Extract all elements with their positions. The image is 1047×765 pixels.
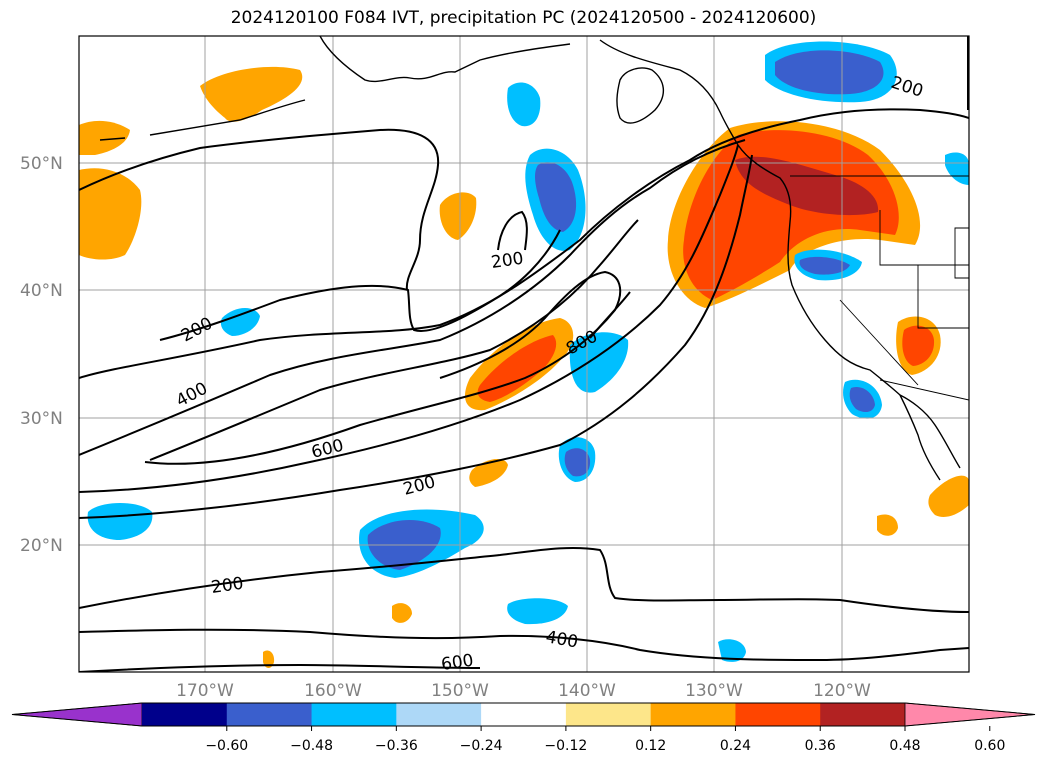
ivt-contours <box>79 36 969 672</box>
positive-anomaly-alaska <box>200 66 303 122</box>
negative-anomaly-small-4 <box>564 448 591 477</box>
coastlines <box>99 36 961 481</box>
positive-anomaly-west-edge <box>79 168 142 260</box>
lon-label-130w: 130°W <box>685 681 743 701</box>
lon-label-170w: 170°W <box>176 681 234 701</box>
lat-label-40n: 40°N <box>20 281 63 301</box>
negative-anomaly-ca-core <box>799 256 850 275</box>
lon-labels: 170°W 160°W 150°W 140°W 130°W 120°W <box>176 681 871 701</box>
colorbar-segment <box>565 703 652 726</box>
colorbar-tick-label: −0.36 <box>375 738 418 754</box>
positive-anomaly-small-5 <box>392 603 412 623</box>
lon-label-140w: 140°W <box>558 681 616 701</box>
colorbar-extend-high <box>904 702 1036 727</box>
lat-label-50n: 50°N <box>20 154 63 174</box>
negative-anomaly-small-1 <box>507 82 541 127</box>
map-panel: 200 200 200 400 600 800 200 200 400 600 <box>79 36 969 675</box>
positive-anomaly-small-3 <box>928 475 969 517</box>
colorbar-tick-label: −0.48 <box>290 738 333 754</box>
positive-anomaly-ar-core <box>477 335 557 402</box>
negative-anomaly-baja-core <box>849 386 875 413</box>
colorbar-tick-label: −0.60 <box>205 738 248 754</box>
lat-label-30n: 30°N <box>20 409 63 429</box>
positive-anomaly-small-6 <box>263 650 275 668</box>
colorbar-segment <box>820 703 906 726</box>
colorbar-tick-label: 0.60 <box>974 738 1005 754</box>
negative-anomaly-east <box>945 152 969 185</box>
colorbar-tick-label: 0.36 <box>805 738 836 754</box>
contour-label: 600 <box>440 651 475 675</box>
colorbar-tick-label: 0.24 <box>720 738 751 754</box>
lon-label-160w: 160°W <box>304 681 362 701</box>
colorbar-ticks: −0.60 −0.48 −0.36 −0.24 −0.12 0.12 0.24 0.36 0.4… <box>205 726 1005 754</box>
negative-anomaly-small-2 <box>569 332 629 393</box>
negative-anomaly-south <box>507 598 568 625</box>
colorbar-tick-label: 0.12 <box>635 738 666 754</box>
colorbar-tick-label: 0.48 <box>889 738 920 754</box>
colorbar-segment <box>650 703 736 726</box>
colorbar-tick-label: −0.24 <box>460 738 503 754</box>
colorbar-extend-low <box>11 702 143 727</box>
colorbar-segment <box>396 703 482 726</box>
map-title: 2024120100 F084 IVT, precipitation PC (2… <box>230 8 817 28</box>
graticule <box>79 36 969 672</box>
negative-anomaly-west <box>87 503 153 540</box>
map-frame <box>78 35 970 673</box>
negative-anomaly-small-5 <box>718 639 746 662</box>
contour-label: 200 <box>210 574 245 598</box>
negative-anomaly-north-core <box>775 50 884 95</box>
negative-anomaly-central-core <box>535 162 577 232</box>
borders <box>790 175 969 401</box>
colorbar-segment <box>735 703 821 726</box>
lon-label-150w: 150°W <box>431 681 489 701</box>
colorbar-segment <box>142 703 228 726</box>
lon-label-120w: 120°W <box>813 681 871 701</box>
positive-anomaly-west-edge-2 <box>79 120 130 155</box>
positive-anomaly-small-1 <box>439 192 477 240</box>
lat-labels: 50°N 40°N 30°N 20°N <box>20 154 63 556</box>
negative-anomaly-west-2 <box>220 307 260 336</box>
colorbar-segments <box>11 702 1036 727</box>
colorbar: −0.60 −0.48 −0.36 −0.24 −0.12 0.12 0.24 0.36 0.4… <box>11 702 1036 754</box>
positive-anomaly-socal-core <box>902 325 935 366</box>
colorbar-segment <box>311 703 397 726</box>
colorbar-tick-label: −0.12 <box>544 738 587 754</box>
colorbar-segment <box>226 703 313 726</box>
contour-label: 200 <box>490 249 525 273</box>
lat-label-20n: 20°N <box>20 536 63 556</box>
colorbar-outline <box>11 702 1036 727</box>
colorbar-segment <box>481 703 567 726</box>
positive-anomaly-small-4 <box>877 514 898 536</box>
